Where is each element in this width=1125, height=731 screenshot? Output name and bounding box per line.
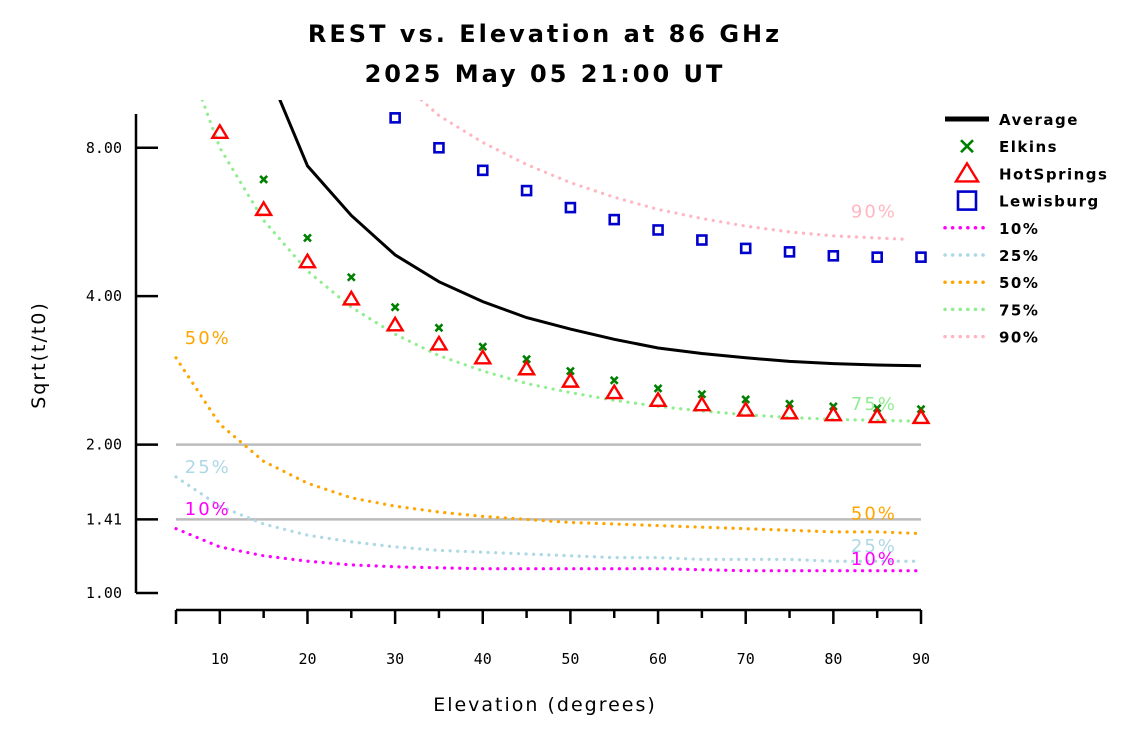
point-hotsprings-20 — [297, 252, 318, 269]
y-tick-label-1: 1.41 — [86, 510, 122, 528]
point-lewisburg-45 — [520, 184, 533, 197]
legend-label-average: Average — [999, 111, 1079, 129]
point-elkins-20 — [303, 233, 312, 243]
point-lewisburg-35 — [433, 141, 445, 154]
chart-subtitle: 2025 May 05 21:00 UT — [365, 60, 726, 88]
point-lewisburg-75 — [783, 246, 796, 258]
y-tick-label-2: 2.00 — [86, 436, 122, 454]
point-hotsprings-55 — [604, 383, 624, 400]
point-lewisburg-65 — [696, 234, 708, 246]
y-tick-label-4: 8.00 — [86, 139, 122, 157]
legend-label-10pct: 10% — [999, 220, 1039, 238]
point-hotsprings-25 — [341, 289, 361, 306]
point-hotsprings-75 — [779, 403, 800, 420]
x-tick-label-2: 30 — [386, 650, 404, 668]
legend-label-50pct: 50% — [999, 274, 1039, 292]
x-tick-label-4: 50 — [561, 650, 579, 668]
point-lewisburg-30 — [389, 112, 401, 124]
point-hotsprings-80 — [823, 405, 843, 422]
curve-label-2: 10% — [185, 499, 231, 520]
point-hotsprings-15 — [254, 200, 274, 217]
point-lewisburg-80 — [827, 250, 840, 262]
legend: Average Elkins HotSprings Lewisburg 10% 25% 50… — [943, 111, 1108, 347]
series-90pct-curve — [419, 100, 906, 241]
legend-symbol-hotsprings — [953, 161, 981, 183]
point-hotsprings-35 — [429, 334, 449, 351]
x-tick-label-1: 20 — [298, 650, 316, 668]
point-hotsprings-70 — [736, 400, 756, 417]
point-hotsprings-60 — [648, 390, 668, 407]
legend-label-75pct: 75% — [999, 301, 1039, 319]
point-elkins-50 — [565, 366, 575, 376]
point-elkins-30 — [390, 302, 400, 312]
point-elkins-45 — [522, 354, 532, 364]
point-hotsprings-45 — [516, 359, 537, 376]
curve-label-7: 10% — [851, 549, 897, 570]
x-axis-label: Elevation (degrees) — [433, 694, 657, 716]
legend-symbol-elkins — [960, 139, 974, 154]
curve-label-0: 50% — [185, 328, 231, 349]
legend-label-25pct: 25% — [999, 247, 1039, 265]
curve-label-3: 90% — [851, 201, 897, 222]
legend-symbol-lewisburg — [956, 190, 978, 211]
point-hotsprings-85 — [867, 407, 887, 424]
curve-label-1: 25% — [185, 457, 231, 478]
chart-title: REST vs. Elevation at 86 GHz — [308, 20, 782, 48]
point-elkins-15 — [259, 175, 269, 184]
series-lewisburg-markers — [389, 112, 927, 263]
legend-label-hotsprings: HotSprings — [999, 165, 1108, 183]
point-lewisburg-90 — [915, 251, 927, 263]
legend-label-90pct: 90% — [999, 329, 1039, 347]
point-lewisburg-60 — [652, 224, 664, 236]
point-lewisburg-85 — [871, 251, 883, 263]
y-axis-label: Sqrt(t/t0) — [28, 301, 50, 409]
series-average-curve — [278, 100, 922, 368]
point-hotsprings-30 — [385, 315, 405, 332]
point-lewisburg-40 — [476, 164, 489, 177]
legend-label-elkins: Elkins — [999, 138, 1058, 156]
y-tick-label-0: 1.00 — [86, 584, 122, 602]
x-tick-label-5: 60 — [649, 650, 667, 668]
point-hotsprings-10 — [210, 122, 230, 139]
point-elkins-65 — [697, 389, 707, 399]
point-hotsprings-40 — [473, 348, 493, 365]
curve-label-4: 75% — [851, 394, 897, 415]
series-hotsprings-markers — [210, 122, 931, 425]
point-elkins-60 — [653, 383, 663, 393]
series-elkins-markers — [259, 175, 926, 414]
point-hotsprings-90 — [911, 408, 931, 425]
point-elkins-40 — [478, 342, 488, 352]
point-lewisburg-70 — [739, 242, 752, 255]
point-elkins-25 — [346, 272, 356, 282]
series-75pct-curve — [200, 100, 923, 423]
point-lewisburg-55 — [608, 213, 621, 226]
series-10pct-curve — [174, 527, 923, 573]
legend-label-lewisburg: Lewisburg — [999, 193, 1100, 211]
x-tick-label-3: 40 — [474, 650, 492, 668]
plot-area: 1.00 1.41 2.00 4.00 8.00 10 20 30 40 50 60 70 80 90 50… — [86, 100, 931, 668]
x-tick-label-6: 70 — [737, 650, 755, 668]
point-elkins-35 — [434, 323, 444, 333]
x-tick-label-8: 90 — [912, 650, 930, 668]
x-tick-label-0: 10 — [211, 650, 229, 668]
curves-group — [174, 100, 923, 573]
point-elkins-70 — [741, 394, 751, 404]
curve-label-5: 50% — [851, 503, 897, 524]
point-elkins-55 — [609, 375, 619, 385]
curve-label-6: 25% — [851, 536, 897, 557]
point-lewisburg-50 — [564, 201, 577, 214]
x-tick-label-7: 80 — [824, 650, 842, 668]
point-hotsprings-65 — [692, 395, 712, 412]
y-tick-label-3: 4.00 — [86, 287, 122, 305]
series-25pct-curve — [174, 475, 923, 563]
point-hotsprings-50 — [560, 371, 581, 388]
